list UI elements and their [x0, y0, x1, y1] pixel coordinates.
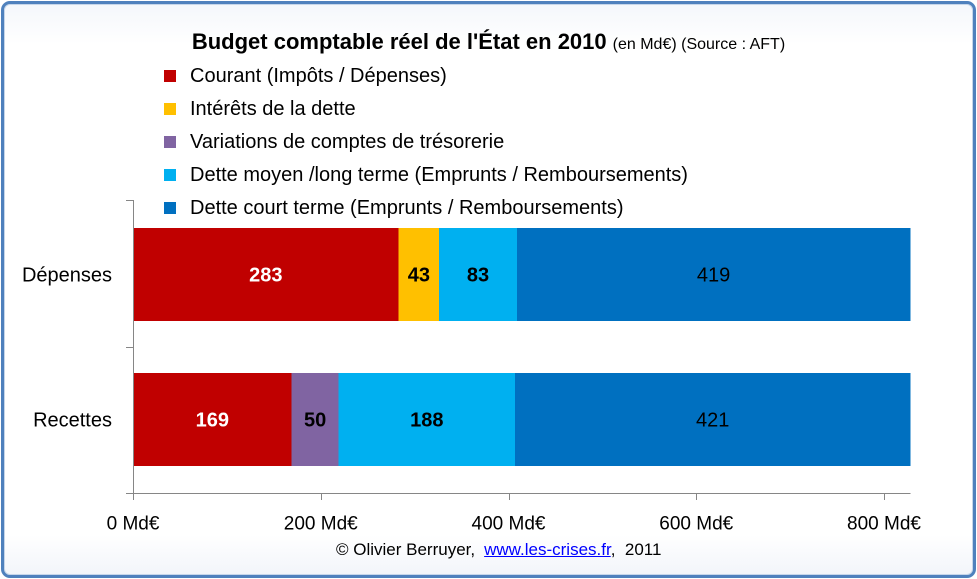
- bar-segment: [516, 228, 911, 321]
- x-tick-label: 400 Md€: [472, 514, 546, 535]
- legend-label: Dette moyen /long terme (Emprunts / Remb…: [190, 163, 688, 186]
- data-label: 188: [410, 410, 443, 432]
- legend-label: Intérêts de la dette: [190, 97, 356, 120]
- bar-segment: [291, 373, 339, 466]
- legend-swatch: [164, 70, 176, 82]
- data-label: 283: [249, 265, 282, 287]
- legend-swatch: [164, 136, 176, 148]
- legend-item-interets: Intérêts de la dette: [164, 96, 688, 122]
- footer-credit: © Olivier Berruyer, www.les-crises.fr, 20…: [336, 539, 661, 561]
- bar-segment: [133, 228, 399, 321]
- legend-item-courant: Courant (Impôts / Dépenses): [164, 63, 688, 89]
- legend-label: Dette court terme (Emprunts / Remboursem…: [190, 196, 624, 219]
- legend-swatch: [164, 202, 176, 214]
- legend-item-dette-moyen-long: Dette moyen /long terme (Emprunts / Remb…: [164, 162, 688, 188]
- credit-year: , 2011: [610, 540, 662, 559]
- bar-segment: [515, 373, 911, 466]
- x-tick-label: 0 Md€: [107, 514, 160, 535]
- chart-title: Budget comptable réel de l'État en 2010: [191, 29, 607, 54]
- legend-item-dette-court: Dette court terme (Emprunts / Remboursem…: [164, 195, 688, 221]
- legend-swatch: [164, 103, 176, 115]
- x-tick-label: 600 Md€: [659, 514, 733, 535]
- legend-label: Variations de comptes de trésorerie: [190, 130, 505, 153]
- data-label: 43: [408, 265, 430, 287]
- data-label: 421: [696, 410, 729, 432]
- bar-segment: [338, 373, 516, 466]
- chart-title-line: Budget comptable réel de l'État en 2010 (…: [0, 24, 977, 63]
- legend: Courant (Impôts / Dépenses) Intérêts de …: [164, 63, 688, 228]
- credit-author: © Olivier Berruyer,: [336, 540, 476, 559]
- x-tick-label: 800 Md€: [847, 514, 921, 535]
- data-label: 83: [467, 265, 489, 287]
- bar-segment: [398, 228, 440, 321]
- bar-segment: [133, 373, 292, 466]
- data-label: 169: [196, 410, 229, 432]
- category-label: Dépenses: [22, 265, 112, 287]
- legend-item-variations: Variations de comptes de trésorerie: [164, 129, 688, 155]
- data-label: 50: [304, 410, 326, 432]
- legend-label: Courant (Impôts / Dépenses): [190, 64, 447, 87]
- data-label: 419: [697, 265, 730, 287]
- category-label: Recettes: [33, 410, 112, 432]
- legend-swatch: [164, 169, 176, 181]
- chart-subtitle: (en Md€) (Source : AFT): [612, 36, 786, 53]
- bar-segment: [439, 228, 517, 321]
- x-tick-label: 200 Md€: [284, 514, 358, 535]
- source-link[interactable]: www.les-crises.fr: [484, 540, 611, 559]
